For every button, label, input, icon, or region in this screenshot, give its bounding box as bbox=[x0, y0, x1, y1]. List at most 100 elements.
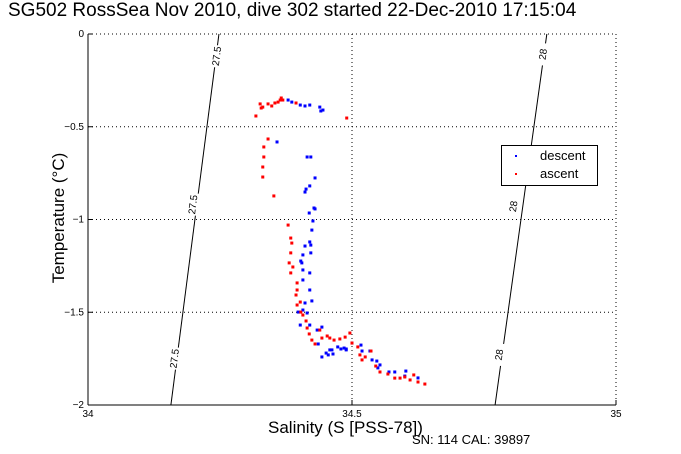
x-tick-label: 34 bbox=[82, 409, 94, 420]
descent-point bbox=[324, 351, 328, 355]
y-tick-label: −1 bbox=[73, 215, 85, 226]
ascent-point bbox=[408, 378, 412, 382]
descent-point bbox=[308, 323, 312, 327]
descent-point bbox=[298, 323, 302, 327]
ascent-point bbox=[289, 236, 293, 240]
ascent-point bbox=[332, 338, 336, 342]
descent-point bbox=[387, 370, 391, 374]
ascent-point bbox=[358, 353, 362, 357]
ascent-point bbox=[272, 194, 276, 198]
descent-point bbox=[320, 355, 324, 359]
ascent-point bbox=[403, 375, 407, 379]
descent-point bbox=[330, 348, 334, 352]
descent-point bbox=[313, 176, 317, 180]
descent-point bbox=[309, 251, 313, 255]
ascent-point bbox=[310, 338, 314, 342]
ascent-point bbox=[363, 355, 367, 359]
ascent-point bbox=[287, 261, 291, 265]
descent-point bbox=[404, 369, 408, 373]
isopycnal-label: 27.5 bbox=[187, 194, 200, 215]
ascent-point bbox=[289, 251, 293, 255]
descent-point bbox=[308, 288, 312, 292]
descent-point bbox=[304, 187, 308, 191]
descent-point bbox=[316, 342, 320, 346]
footer-calibration-text: SN: 114 CAL: 39897 bbox=[412, 432, 531, 447]
descent-point bbox=[290, 100, 294, 104]
isopycnal-label: 27.5 bbox=[211, 45, 224, 66]
ascent-point bbox=[270, 104, 274, 108]
descent-point bbox=[303, 104, 307, 108]
descent-point bbox=[319, 109, 323, 113]
descent-point bbox=[308, 103, 312, 107]
descent-point bbox=[344, 347, 348, 351]
descent-point bbox=[305, 311, 309, 315]
ticks: 34 34.5 35 0 −0.5 −1 −1.5 −2 bbox=[64, 29, 622, 420]
descent-point bbox=[298, 103, 302, 107]
descent-point bbox=[360, 349, 364, 353]
ascent-point bbox=[328, 336, 332, 340]
isopycnal-label: 27.5 bbox=[169, 348, 182, 369]
ascent-point bbox=[345, 116, 349, 120]
ascent-point bbox=[281, 98, 285, 102]
descent-point bbox=[321, 108, 325, 112]
ascent-point bbox=[304, 319, 308, 323]
isopycnal-line bbox=[170, 33, 220, 406]
ascent-point bbox=[307, 332, 311, 336]
legend-item-descent: descent bbox=[502, 148, 597, 166]
ascent-point bbox=[360, 358, 364, 362]
descent-point bbox=[320, 325, 324, 329]
ascent-point bbox=[289, 271, 293, 275]
x-tick-label: 34.5 bbox=[342, 409, 362, 420]
ascent-point bbox=[286, 223, 290, 227]
y-tick-label: −2 bbox=[73, 400, 85, 411]
ascent-point bbox=[259, 106, 263, 110]
isopycnal-label-bg bbox=[169, 347, 182, 370]
ascent-point bbox=[378, 370, 382, 374]
descent-point bbox=[303, 301, 307, 305]
ascent-point bbox=[258, 102, 262, 106]
x-tick-label: 35 bbox=[610, 409, 622, 420]
descent-point bbox=[313, 207, 317, 211]
data-points bbox=[254, 96, 427, 386]
ascent-point bbox=[261, 105, 265, 109]
descent-point bbox=[311, 219, 315, 223]
ascent-point bbox=[261, 175, 265, 179]
isopycnal-line bbox=[494, 33, 548, 406]
ascent-point bbox=[273, 101, 277, 105]
descent-point bbox=[296, 310, 300, 314]
ascent-point bbox=[369, 349, 373, 353]
descent-point bbox=[301, 308, 305, 312]
ascent-point bbox=[298, 300, 302, 304]
descent-point bbox=[308, 240, 312, 244]
legend-marker-descent bbox=[515, 155, 517, 157]
descent-point bbox=[307, 211, 311, 215]
ascent-point bbox=[301, 313, 305, 317]
ascent-point bbox=[398, 376, 402, 380]
descent-point bbox=[342, 346, 346, 350]
ascent-point bbox=[374, 364, 378, 368]
ascent-point bbox=[348, 331, 352, 335]
isopycnal-label-bg bbox=[508, 195, 521, 218]
descent-point bbox=[301, 253, 305, 257]
descent-point bbox=[286, 98, 290, 102]
descent-point bbox=[309, 243, 313, 247]
x-axis-label: Salinity (S [PSS-78]) bbox=[268, 418, 423, 437]
descent-point bbox=[375, 359, 379, 363]
descent-point bbox=[301, 268, 305, 272]
descent-point bbox=[308, 184, 312, 188]
ascent-point bbox=[294, 101, 298, 105]
ascent-point bbox=[278, 98, 282, 102]
ascent-point bbox=[305, 326, 309, 330]
isopycnal-label: 28 bbox=[538, 48, 550, 61]
descent-point bbox=[310, 299, 314, 303]
descent-point bbox=[275, 140, 279, 144]
descent-point bbox=[339, 347, 343, 351]
ascent-point bbox=[266, 137, 270, 141]
ascent-point bbox=[279, 96, 283, 100]
ascent-point bbox=[294, 293, 298, 297]
grid-lines bbox=[88, 33, 617, 405]
isopycnal-lines: 27.5 27.5 27.5 28 28 28 bbox=[169, 33, 550, 406]
ascent-point bbox=[416, 380, 420, 384]
descent-point bbox=[331, 352, 335, 356]
